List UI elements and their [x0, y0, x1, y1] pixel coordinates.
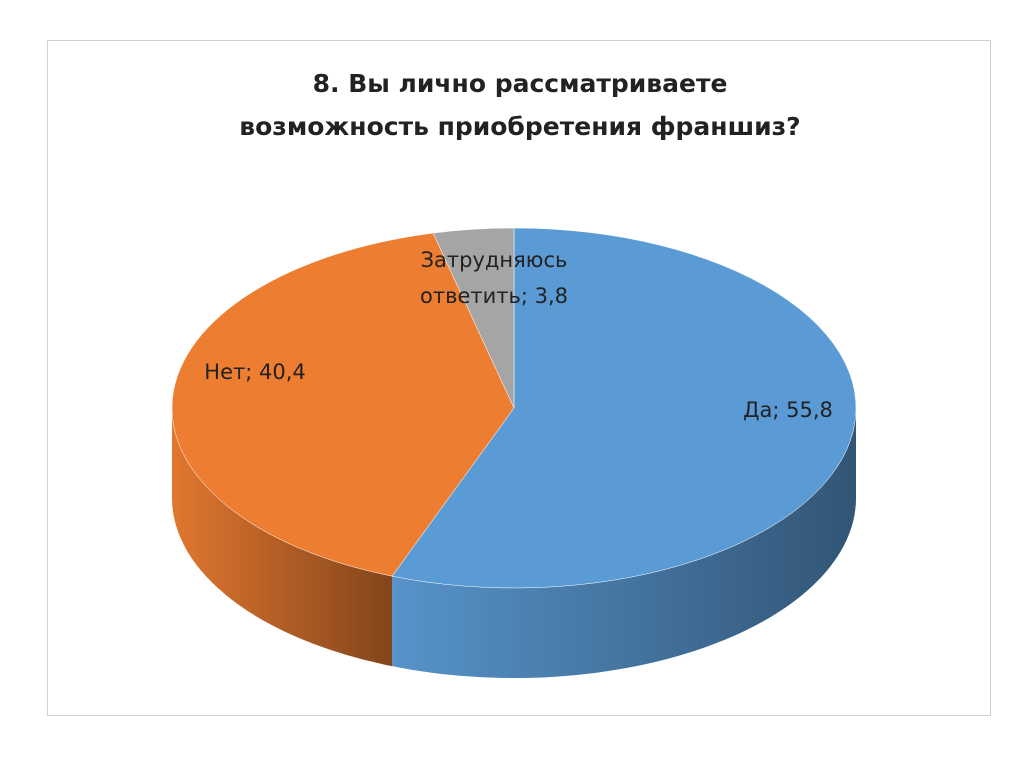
slice-side-shade [172, 408, 393, 667]
slice [391, 227, 857, 589]
slice-side-shade [392, 408, 856, 679]
data-label: Нет; 40,4 [204, 360, 306, 384]
slice [432, 227, 515, 409]
data-label: Да; 55,8 [743, 398, 833, 422]
data-label: Затрудняюсь ответить; 3,8 [419, 248, 568, 308]
chart-title: 8. Вы лично рассматриваете возможность п… [239, 69, 801, 141]
chart-frame [47, 40, 991, 716]
slice [171, 232, 515, 577]
